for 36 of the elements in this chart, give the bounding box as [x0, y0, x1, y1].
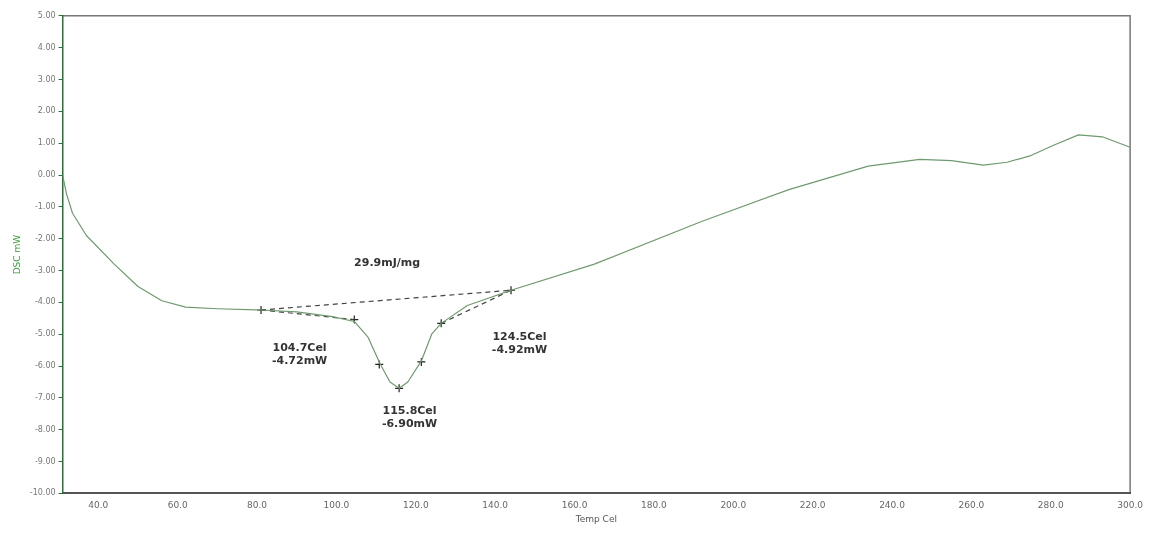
y-tick-label: -7.00 [34, 392, 56, 402]
y-tick-label: -8.00 [34, 424, 56, 434]
y-tick-label: 0.00 [37, 170, 56, 180]
y-tick-label: -5.00 [34, 329, 56, 339]
y-tick-label: 1.00 [37, 138, 56, 148]
annotation: 124.5Cel -4.92mW [491, 330, 548, 357]
y-tick-label: -6.00 [34, 361, 56, 371]
annotation: 115.8Cel -6.90mW [381, 404, 438, 431]
y-tick-label: -9.00 [34, 456, 56, 466]
y-tick-label: 2.00 [37, 106, 56, 116]
y-tick-label: -3.00 [34, 265, 56, 275]
x-tick-label: 120.0 [402, 500, 429, 511]
x-tick-label: 160.0 [561, 500, 588, 511]
annotation: 29.9mJ/mg [354, 256, 421, 270]
x-tick-label: 200.0 [720, 500, 747, 511]
y-tick-label: -1.00 [34, 201, 56, 211]
y-axis-title: DSC mW [11, 234, 22, 275]
x-tick-label: 140.0 [482, 500, 509, 511]
x-tick-label: 100.0 [323, 500, 350, 511]
x-tick-label: 60.0 [167, 500, 188, 511]
x-tick-label: 280.0 [1037, 500, 1064, 511]
y-tick-label: 5.00 [37, 10, 56, 20]
y-tick-label: 3.00 [37, 74, 56, 84]
y-tick-label: -4.00 [34, 297, 56, 307]
y-tick-label: -2.00 [34, 233, 56, 243]
annotation: 104.7Cel -4.72mW [271, 341, 328, 368]
x-tick-label: 240.0 [879, 500, 906, 511]
x-tick-label: 80.0 [247, 500, 268, 511]
x-axis-title: Temp Cel [574, 513, 617, 524]
x-tick-label: 260.0 [958, 500, 985, 511]
y-tick-label: -10.00 [29, 488, 56, 498]
x-tick-label: 180.0 [641, 500, 668, 511]
x-tick-label: 300.0 [1117, 500, 1144, 511]
x-tick-label: 220.0 [799, 500, 826, 511]
x-tick-label: 40.0 [88, 500, 109, 511]
y-tick-label: 4.00 [37, 42, 56, 52]
